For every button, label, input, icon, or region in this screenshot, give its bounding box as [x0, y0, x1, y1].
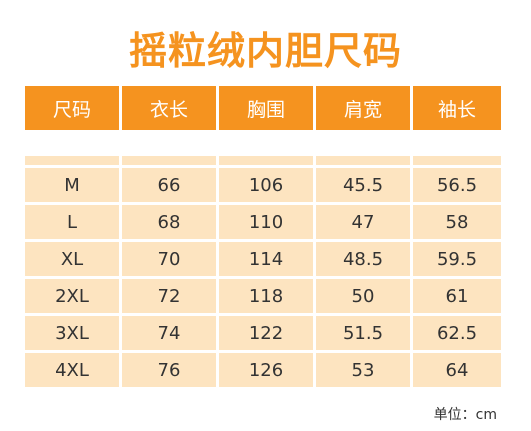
cell-chest: 106	[219, 168, 313, 202]
cell-size: M	[25, 168, 119, 202]
cell-length: 68	[122, 205, 216, 239]
cell-chest: 122	[219, 316, 313, 350]
table-row: L 68 110 47 58	[25, 205, 501, 239]
cell-size: XL	[25, 242, 119, 276]
spacer-cell	[25, 156, 119, 165]
cell-sleeve: 62.5	[413, 316, 501, 350]
header-size: 尺码	[25, 86, 119, 130]
cell-sleeve: 56.5	[413, 168, 501, 202]
unit-label: 单位：cm	[433, 407, 497, 423]
spacer-cell	[122, 156, 216, 165]
page-title: 摇粒绒内胆尺码	[128, 29, 402, 73]
size-table: 尺码 衣长 胸围 肩宽 袖长 M 66 106 45.5 56.5 L 68 1…	[25, 86, 501, 387]
header-shoulder: 肩宽	[316, 86, 410, 130]
cell-shoulder: 45.5	[316, 168, 410, 202]
cell-size: 4XL	[25, 353, 119, 387]
cell-sleeve: 61	[413, 279, 501, 313]
cell-chest: 118	[219, 279, 313, 313]
cell-shoulder: 48.5	[316, 242, 410, 276]
cell-size: L	[25, 205, 119, 239]
table-header-row: 尺码 衣长 胸围 肩宽 袖长	[25, 86, 501, 130]
spacer-cell	[316, 156, 410, 165]
cell-size: 2XL	[25, 279, 119, 313]
cell-shoulder: 51.5	[316, 316, 410, 350]
cell-sleeve: 64	[413, 353, 501, 387]
table-row: 2XL 72 118 50 61	[25, 279, 501, 313]
cell-sleeve: 58	[413, 205, 501, 239]
cell-chest: 110	[219, 205, 313, 239]
cell-length: 70	[122, 242, 216, 276]
cell-size: 3XL	[25, 316, 119, 350]
table-row: M 66 106 45.5 56.5	[25, 168, 501, 202]
cell-shoulder: 47	[316, 205, 410, 239]
cell-sleeve: 59.5	[413, 242, 501, 276]
cell-length: 66	[122, 168, 216, 202]
table-spacer-row	[25, 156, 501, 165]
spacer-cell	[219, 156, 313, 165]
header-chest: 胸围	[219, 86, 313, 130]
header-length: 衣长	[122, 86, 216, 130]
cell-chest: 114	[219, 242, 313, 276]
spacer-cell	[413, 156, 501, 165]
cell-shoulder: 53	[316, 353, 410, 387]
cell-chest: 126	[219, 353, 313, 387]
table-row: XL 70 114 48.5 59.5	[25, 242, 501, 276]
cell-length: 74	[122, 316, 216, 350]
table-row: 3XL 74 122 51.5 62.5	[25, 316, 501, 350]
table-row: 4XL 76 126 53 64	[25, 353, 501, 387]
cell-length: 72	[122, 279, 216, 313]
header-sleeve: 袖长	[413, 86, 501, 130]
table-body: M 66 106 45.5 56.5 L 68 110 47 58 XL 70 …	[25, 156, 501, 387]
cell-length: 76	[122, 353, 216, 387]
cell-shoulder: 50	[316, 279, 410, 313]
